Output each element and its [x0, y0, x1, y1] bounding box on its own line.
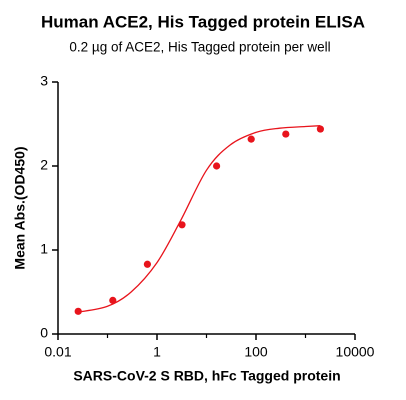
data-point — [178, 221, 186, 229]
y-axis-label: Mean Abs.(OD450) — [12, 146, 28, 269]
data-point — [316, 125, 325, 133]
x-tick-label: 1 — [153, 344, 161, 360]
data-point — [247, 135, 255, 143]
y-tick-label: 2 — [40, 157, 48, 173]
fit-curve — [78, 125, 321, 313]
y-tick-label: 0 — [40, 325, 48, 341]
data-point — [213, 162, 221, 170]
chart-subtitle: 0.2 µg of ACE2, His Tagged protein per w… — [69, 40, 330, 55]
data-point — [109, 296, 117, 304]
y-tick-label: 1 — [40, 241, 48, 257]
x-tick-label: 0.01 — [44, 344, 71, 360]
y-tick-label: 3 — [40, 73, 48, 89]
x-tick-label: 10000 — [336, 344, 375, 360]
x-axis-label: SARS-CoV-2 S RBD, hFc Tagged protein — [73, 368, 340, 384]
data-point — [143, 260, 152, 268]
chart-title: Human ACE2, His Tagged protein ELISA — [41, 12, 365, 31]
x-tick-label: 100 — [244, 344, 268, 360]
data-point — [282, 130, 290, 138]
data-point — [74, 307, 82, 315]
